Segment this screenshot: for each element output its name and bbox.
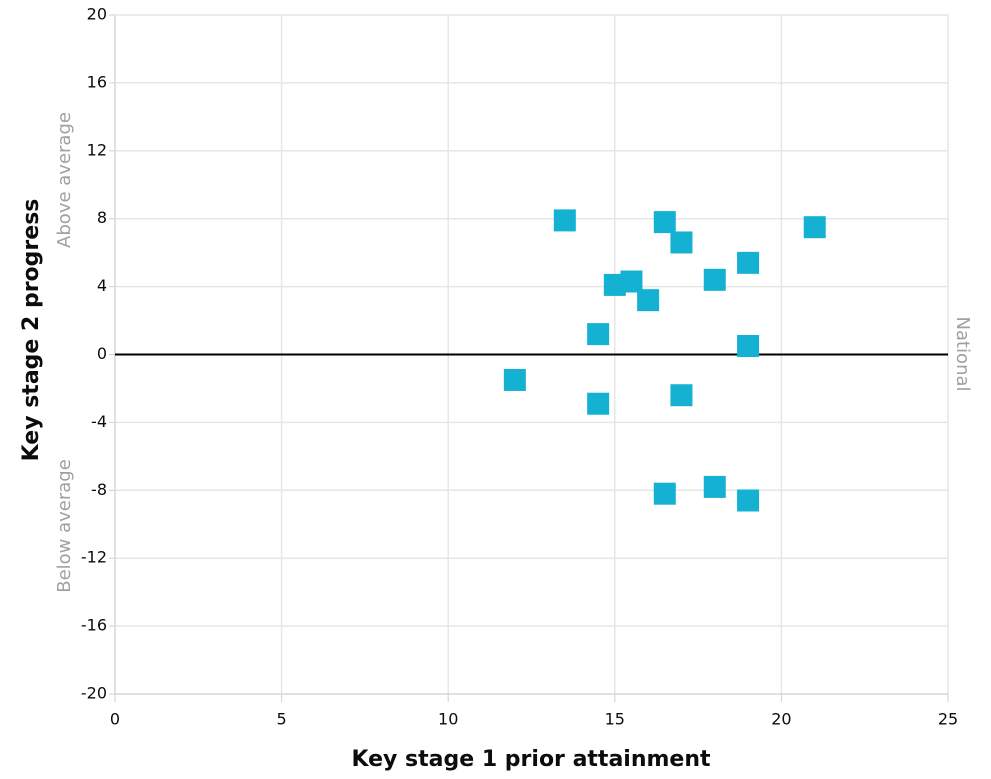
point [737,489,760,512]
point [803,216,826,239]
y-tick-label: 20 [87,5,107,24]
point [603,273,626,296]
y-tick-label: -4 [91,412,107,431]
point [737,335,760,358]
x-tick-label: 5 [277,710,287,729]
x-tick-label: 25 [938,710,958,729]
point [670,384,693,407]
y-tick-label: -20 [81,684,107,703]
point [620,270,643,293]
y-tick-label: 0 [97,344,107,363]
y-tick-label: 4 [97,276,107,295]
below-average-label: Below average [54,459,75,593]
x-tick-label: 20 [771,710,791,729]
x-axis-title: Key stage 1 prior attainment [351,747,711,772]
point [587,392,610,415]
y-tick-label: -12 [81,548,107,567]
y-tick-label: 8 [97,208,107,227]
point [703,475,726,498]
y-tick-label: -8 [91,480,107,499]
y-tick-label: 16 [87,72,107,91]
national-label: National [952,316,973,391]
x-tick-label: 0 [110,710,120,729]
y-axis-title: Key stage 2 progress [19,199,44,462]
y-tick-label: 12 [87,140,107,159]
point [653,482,676,505]
point [587,323,610,346]
point [553,209,576,232]
above-average-label: Above average [54,112,75,248]
point [670,231,693,254]
x-tick-label: 15 [605,710,625,729]
point [703,268,726,291]
point [637,289,660,312]
y-tick-label: -16 [81,616,107,635]
point [503,368,526,391]
point [653,211,676,234]
x-tick-label: 10 [438,710,458,729]
point [737,251,760,274]
